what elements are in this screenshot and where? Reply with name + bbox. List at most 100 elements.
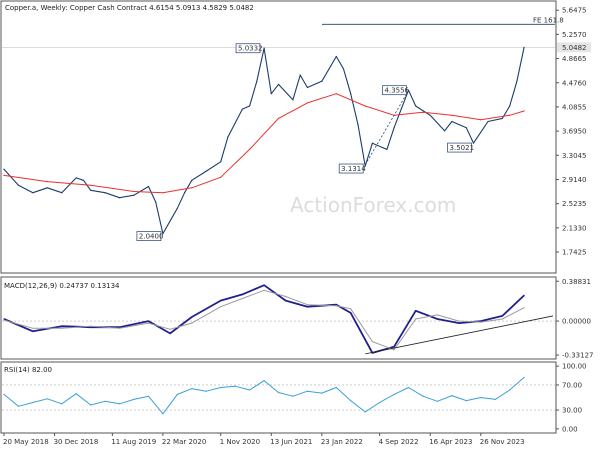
chart-title: Copper.a, Weekly: Copper Cash Contract 4…	[5, 4, 254, 12]
data-point-price-bars	[90, 189, 92, 191]
y-tick-label: 0.00	[562, 425, 578, 433]
data-point-rsi	[32, 401, 34, 404]
x-tick-label: 1 Nov 2020	[220, 438, 260, 446]
data-point-price-bars	[256, 80, 258, 82]
data-point-price-bars	[429, 114, 431, 116]
data-point-rsi	[90, 404, 92, 406]
fe-level-label: FE 161.8	[533, 16, 564, 24]
data-point-rsi	[119, 403, 121, 405]
y-tick-label: 2.5235	[562, 200, 587, 208]
data-point-rsi	[292, 395, 294, 397]
watermark: ActionForex.com	[290, 193, 456, 217]
data-point-signal	[3, 319, 5, 321]
y-tick-label: 3.6950	[562, 128, 587, 136]
data-point-price-bars	[451, 120, 453, 123]
data-point-price-bars	[220, 161, 222, 163]
x-tick-label: 11 Aug 2019	[111, 438, 156, 446]
data-point-moving-average	[220, 176, 222, 178]
series-macd	[3, 284, 525, 354]
data-point-moving-average	[249, 148, 251, 150]
data-point-rsi	[422, 395, 424, 397]
data-point-rsi	[379, 401, 381, 404]
last-price-label: 5.0482	[562, 44, 587, 52]
annotation-box	[235, 43, 261, 54]
data-point-signal	[241, 297, 243, 300]
data-point-macd	[285, 300, 287, 302]
data-point-moving-average	[277, 117, 280, 119]
y-tick-label: 3.3045	[562, 152, 587, 160]
y-tick-label: 2.1330	[562, 224, 587, 232]
rsi-panel-frame	[0, 361, 557, 434]
y-tick-label: 100.00	[562, 363, 587, 371]
data-point-price-bars	[104, 192, 106, 194]
data-point-rsi	[249, 389, 251, 391]
data-point-price-bars	[350, 93, 352, 95]
x-tick-label: 4 Sep 2022	[379, 438, 419, 446]
macd-series-layer	[3, 284, 554, 355]
data-point-macd	[393, 346, 395, 348]
x-tick-label: 16 Apr 2023	[429, 438, 472, 446]
y-tick-label: 0.38831	[562, 278, 591, 286]
data-point-rsi	[162, 413, 164, 415]
data-point-price-bars	[205, 170, 207, 172]
data-point-macd	[335, 304, 337, 306]
data-point-macd	[61, 325, 63, 327]
y-tick-label: 70.00	[562, 381, 582, 389]
data-point-signal	[169, 328, 171, 330]
data-point-macd	[32, 330, 34, 332]
data-point-macd	[147, 320, 150, 322]
data-point-signal	[32, 327, 34, 329]
data-point-price-bars	[393, 127, 395, 129]
data-point-price-bars	[155, 201, 157, 203]
data-point-rsi	[3, 393, 5, 395]
data-point-price-bars	[61, 192, 63, 194]
data-point-rsi	[350, 400, 352, 402]
annotation-label: 3.1314	[341, 165, 366, 173]
data-point-macd	[169, 332, 171, 334]
series-rsi	[3, 377, 525, 415]
data-point-price-bars	[415, 105, 417, 107]
series-price-bars	[3, 47, 525, 235]
macd-panel-frame	[0, 276, 557, 360]
y-tick-label: 4.8665	[562, 55, 587, 63]
y-axis-labels: 5.6475 5.2570 4.8665 4.4760 4.0855 3.6950 3.30…	[556, 7, 593, 433]
annotation-box	[382, 85, 407, 96]
x-tick-label: 13 Jun 2021	[270, 438, 312, 446]
data-point-signal	[306, 304, 308, 306]
data-point-signal	[61, 327, 63, 329]
data-point-moving-average	[191, 187, 193, 189]
data-point-moving-average	[46, 181, 48, 183]
data-point-moving-average	[364, 105, 366, 107]
data-point-price-bars	[335, 55, 337, 58]
data-point-macd	[458, 322, 460, 324]
data-point-price-bars	[321, 80, 323, 82]
data-point-macd	[523, 294, 525, 296]
data-point-signal	[119, 327, 121, 329]
data-point-rsi	[465, 400, 467, 402]
data-point-price-bars	[487, 120, 489, 123]
data-point-signal	[350, 308, 352, 310]
y-tick-label: 5.6475	[562, 7, 587, 15]
x-tick-label: 26 Nov 2023	[480, 438, 525, 446]
x-axis-labels: 20 May 2018 30 Dec 2018 11 Aug 2019 22 Mar …	[3, 433, 525, 446]
data-point-rsi	[407, 386, 410, 389]
data-point-macd	[350, 312, 352, 314]
data-point-rsi	[321, 392, 323, 394]
data-point-signal	[191, 322, 193, 324]
data-point-macd	[415, 310, 417, 312]
data-point-signal	[480, 321, 482, 323]
data-point-price-bars	[342, 68, 345, 70]
data-point-moving-average	[422, 111, 424, 113]
data-point-moving-average	[480, 119, 482, 121]
data-point-rsi	[509, 389, 511, 391]
x-tick-label: 23 Jan 2022	[321, 438, 363, 446]
data-point-signal	[263, 289, 265, 291]
data-point-rsi	[393, 393, 395, 395]
data-point-macd	[480, 320, 482, 322]
data-point-price-bars	[75, 177, 77, 179]
data-point-rsi	[494, 398, 496, 400]
reference-lines: FE 161.8	[2, 16, 564, 411]
annotation-label: 2.0400	[139, 233, 164, 241]
data-point-macd	[119, 326, 121, 328]
data-point-price-bars	[277, 83, 280, 85]
